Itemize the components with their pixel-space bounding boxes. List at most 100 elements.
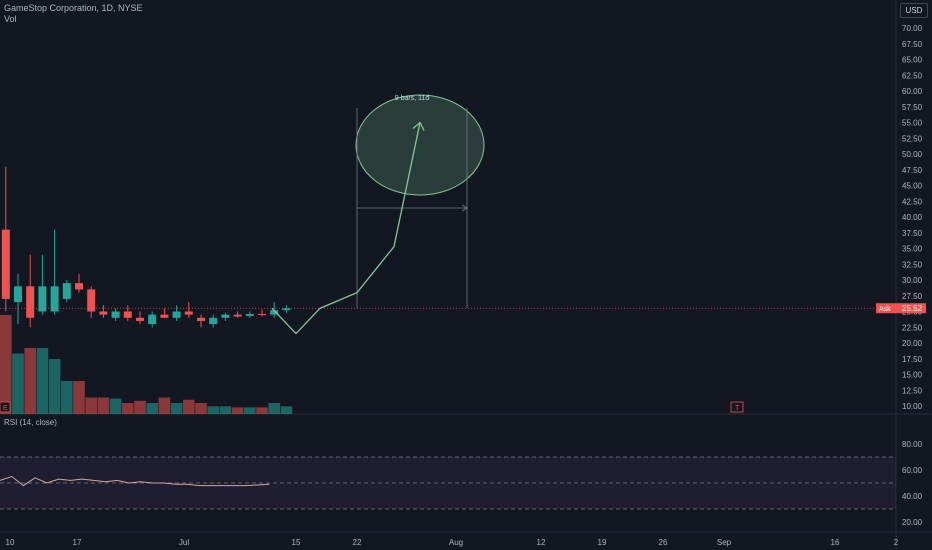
time-tick: 2 [894,538,899,547]
time-tick: 15 [292,538,301,547]
last-price-tag [876,303,926,314]
candle-body [26,286,35,318]
price-tick: 12.50 [902,386,923,395]
candle-body [38,286,47,312]
volume-bar [0,315,12,414]
volume-bar [12,353,24,414]
price-tick: 10.00 [902,402,923,411]
candle-body [270,310,279,315]
volume-bar [256,407,268,414]
volume-label[interactable]: Vol [4,14,17,24]
price-tick: 15.00 [902,371,923,380]
price-tick: 37.50 [902,229,923,238]
time-tick: Aug [449,538,463,547]
projection-arrowhead [412,121,425,131]
projection-path [271,122,421,335]
price-tick: 32.50 [902,260,923,269]
volume-bar [24,348,36,414]
candle-body [136,317,144,321]
candle-body [148,314,157,325]
candle-body [1,229,10,299]
time-tick: 22 [353,538,362,547]
price-tick: 30.00 [902,276,923,285]
candle-body [184,311,193,315]
price-tick: 17.50 [902,355,923,364]
price-tick: 22.50 [902,323,923,332]
price-tick: 40.00 [902,213,923,222]
time-tick: 17 [73,538,82,547]
time-tick: 16 [831,538,840,547]
price-tick: 20.00 [902,339,923,348]
volume-bar [219,406,232,414]
candle-body [99,311,108,315]
volume-bar [280,406,293,414]
price-tick: 67.50 [902,40,923,49]
candle-body [258,314,266,316]
time-tick: 19 [598,538,607,547]
volume-bar [195,403,207,414]
candle-body [50,286,59,312]
range-arrowhead [461,204,468,212]
volume-bar [170,403,183,414]
candle-body [123,311,132,318]
time-tick: 12 [537,538,546,547]
currency-button[interactable]: USD [900,3,928,18]
time-tick: 26 [659,538,668,547]
rsi-tick: 40.00 [902,492,923,501]
earnings-marker-left [0,401,11,413]
price-tick: 50.00 [902,150,923,159]
candle-body [245,314,254,316]
time-tick: 10 [6,538,15,547]
range-label: 9 bars, 11d [395,95,430,102]
volume-bar [207,406,219,414]
candle-body [282,308,291,311]
candle-body [75,283,83,290]
time-axis: 10 17 Jul 15 22 Aug 12 19 26 Sep 16 2 [6,538,899,547]
price-tick: 55.00 [902,119,923,128]
volume-bar [109,398,122,414]
volume-bar [268,403,280,414]
rsi-pane [0,456,896,510]
candle-body [87,289,96,312]
candle-body [209,317,218,325]
candle-body [14,286,22,303]
price-tick: 52.50 [902,134,923,143]
chart-legend: GameStop Corporation, 1D, NYSE Vol [4,3,143,25]
volume-bar [122,403,134,414]
candle-body [62,283,71,299]
time-tick: Sep [717,538,732,547]
symbol-title[interactable]: GameStop Corporation, 1D, NYSE [4,3,143,13]
candles [1,166,291,328]
earnings-marker-right [730,401,744,413]
last-price-tag-name: Ask [879,306,891,313]
volume-bar [183,399,195,414]
price-tick: 45.00 [902,182,923,191]
volume-bar [244,407,256,414]
rsi-tick: 80.00 [902,440,923,449]
time-tick: Jul [179,538,189,547]
price-axis: 70.00 67.50 65.00 62.50 60.00 57.50 55.00 52.50… [876,24,926,527]
volume-bar [231,407,244,414]
price-tick: 57.50 [902,103,923,112]
price-tick: 27.50 [902,292,923,301]
rsi-indicator-label[interactable]: RSI (14, close) [4,418,57,427]
price-tick: 42.50 [902,197,923,206]
candle-body [221,314,230,318]
price-tick: 47.50 [902,166,923,175]
volume-bar [73,381,85,414]
volume-bar [97,397,110,414]
rsi-line [0,475,270,487]
volume-bar [61,381,73,414]
candle-body [111,311,120,318]
target-ellipse [355,94,485,196]
candle-body [197,317,205,321]
earnings-marker-left-label: E [3,405,8,412]
volume-bar [48,359,61,414]
price-tick: 70.00 [902,24,923,33]
price-tick: 60.00 [902,87,923,96]
price-tick: 65.00 [902,56,923,65]
drawing-annotation: 9 bars, 11d E T [0,94,896,413]
last-price-value: 25.52 [902,304,923,313]
price-tick: 62.50 [902,71,923,80]
